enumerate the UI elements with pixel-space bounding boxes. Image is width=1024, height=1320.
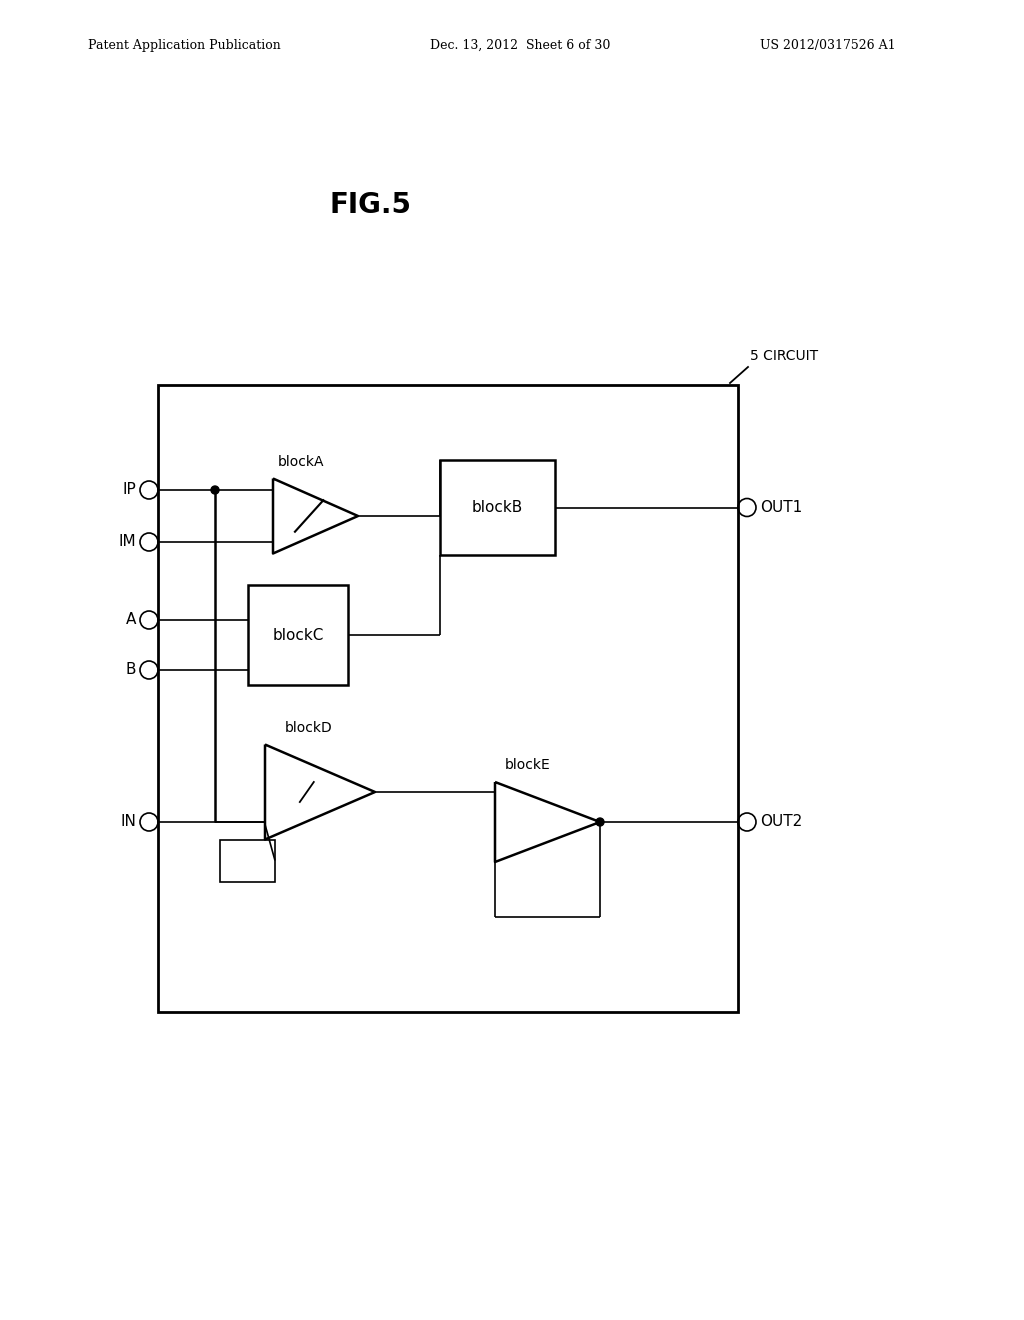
Circle shape	[596, 818, 604, 826]
Text: IN: IN	[120, 814, 136, 829]
Text: OUT1: OUT1	[760, 500, 802, 515]
Text: blockB: blockB	[472, 500, 523, 515]
Text: blockE: blockE	[505, 758, 551, 772]
Text: Dec. 13, 2012  Sheet 6 of 30: Dec. 13, 2012 Sheet 6 of 30	[430, 38, 610, 51]
Text: blockA: blockA	[278, 454, 325, 469]
Text: OUT2: OUT2	[760, 814, 802, 829]
Bar	[440, 459, 555, 554]
Text: IM: IM	[119, 535, 136, 549]
Bar	[248, 585, 348, 685]
Text: A: A	[126, 612, 136, 627]
Text: blockD: blockD	[285, 721, 333, 734]
Bar	[220, 840, 275, 882]
Text: IP: IP	[122, 483, 136, 498]
Circle shape	[211, 486, 219, 494]
Text: 5 CIRCUIT: 5 CIRCUIT	[750, 348, 818, 363]
Text: Patent Application Publication: Patent Application Publication	[88, 38, 281, 51]
Text: FIG.5: FIG.5	[329, 191, 411, 219]
Text: B: B	[126, 663, 136, 677]
Text: blockC: blockC	[272, 627, 324, 643]
Text: US 2012/0317526 A1: US 2012/0317526 A1	[760, 38, 896, 51]
Bar	[158, 385, 738, 1012]
